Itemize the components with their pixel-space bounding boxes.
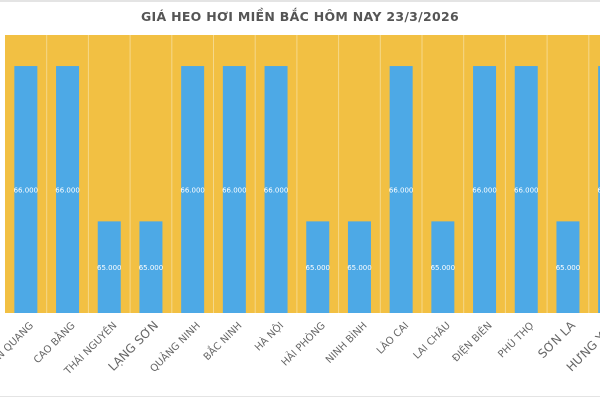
category-label: PHÚ THỌ	[495, 319, 536, 360]
data-label: 65.000	[97, 264, 122, 272]
category-label: CAO BẰNG	[30, 318, 78, 366]
bar	[181, 66, 205, 313]
data-label: 65.000	[306, 264, 331, 272]
data-label: 66.000	[264, 187, 289, 195]
category-label: HẢI PHÒNG	[278, 318, 328, 368]
data-label: 66.000	[180, 187, 205, 195]
category-label: SƠN LA	[535, 318, 578, 361]
data-label: 65.000	[139, 264, 164, 272]
category-label: NINH BÌNH	[323, 319, 370, 366]
bar	[598, 66, 600, 313]
data-label: 65.000	[556, 264, 581, 272]
bar	[431, 221, 455, 313]
bar	[389, 66, 413, 313]
bar	[306, 221, 330, 313]
category-label: HÀ NỘI	[252, 319, 287, 354]
data-label: 66.000	[55, 187, 80, 195]
data-label: 66.000	[14, 187, 39, 195]
bar	[56, 66, 80, 313]
category-label: ĐIỆN BIÊN	[449, 319, 494, 364]
bottom-border	[0, 396, 600, 397]
data-label: 66.000	[389, 187, 414, 195]
data-label: 66.000	[222, 187, 247, 195]
data-label: 66.000	[514, 187, 539, 195]
data-label: 65.000	[347, 264, 372, 272]
data-label: 65.000	[431, 264, 456, 272]
category-label: LÀO CAI	[374, 319, 412, 357]
bar	[139, 221, 163, 313]
bar	[473, 66, 497, 313]
data-label: 66.000	[597, 187, 600, 195]
chart-title: GIÁ HEO HƠI MIỀN BẮC HÔM NAY 23/3/2026	[140, 9, 460, 24]
data-label: 66.000	[472, 187, 497, 195]
top-border	[0, 0, 600, 2]
category-label: BẮC NINH	[200, 318, 245, 363]
bar	[97, 221, 121, 313]
bar	[222, 66, 246, 313]
plot-area	[5, 35, 600, 313]
category-label: TUYÊN QUANG	[0, 319, 36, 381]
bar	[514, 66, 538, 313]
bar	[556, 221, 580, 313]
bar	[264, 66, 288, 313]
bar	[347, 221, 371, 313]
bar	[14, 66, 38, 313]
category-label: LAI CHÂU	[410, 319, 453, 362]
